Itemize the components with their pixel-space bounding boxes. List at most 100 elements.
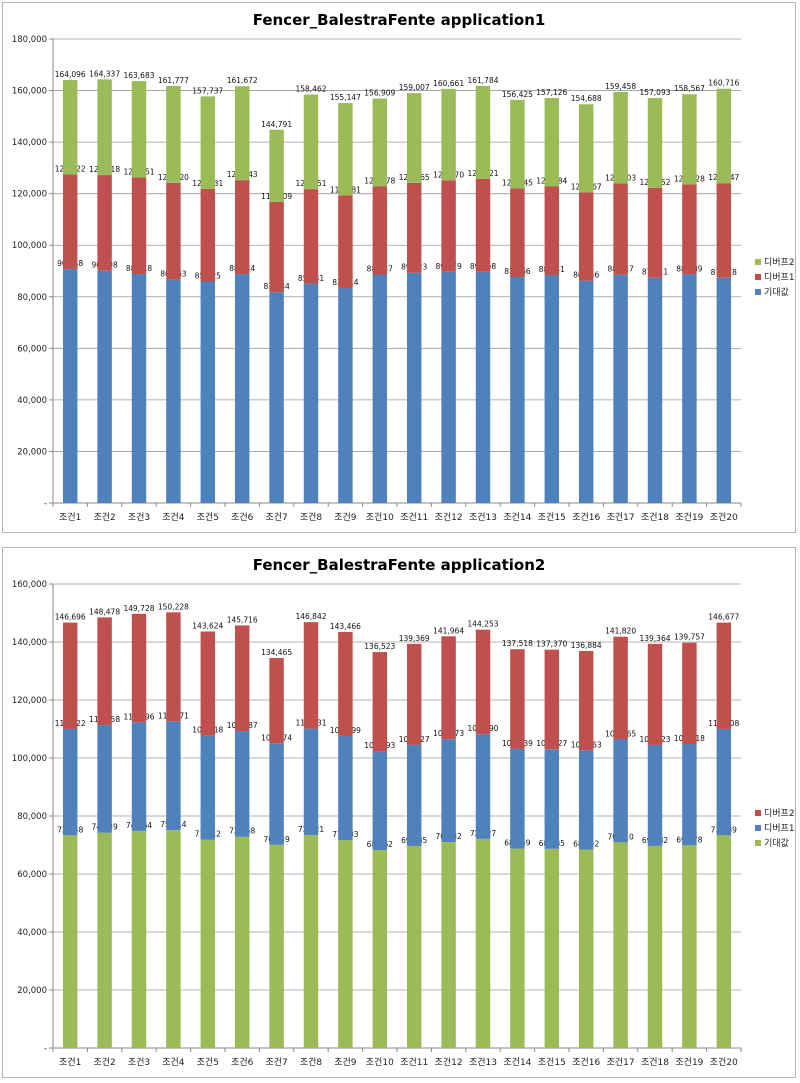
bar-segment [372,274,388,503]
legend-swatch [755,825,761,831]
bar-segment [200,839,216,1048]
bar-segment [269,743,284,845]
bar-segment [372,98,388,187]
bar-segment [544,275,560,503]
data-label: 161,777 [158,76,189,85]
bar-segment [441,636,456,740]
data-label: 158,567 [674,84,705,93]
bar-segment [200,631,216,736]
data-label: 160,716 [708,79,739,88]
y-tick-label: 120,000 [12,190,47,200]
bar-segment [338,287,353,503]
x-tick-label: 조건14 [503,512,531,523]
data-label: 155,147 [330,93,361,102]
data-label: 146,677 [708,613,739,622]
bar-segment [578,280,594,503]
x-tick-label: 조건20 [710,1057,738,1068]
bar-segment [510,848,525,1048]
bar-segment [406,744,422,846]
chart-panel-application2: Fencer_BalestraFente application2 - 20,000… [2,547,796,1078]
bar-segment [131,81,147,178]
bar-segment [716,622,732,729]
x-tick-label: 조건8 [300,1057,323,1068]
x-tick-label: 조건18 [641,512,669,523]
data-label: 134,465 [261,648,292,657]
data-label: 157,093 [639,88,670,97]
data-label: 139,369 [399,634,430,643]
bar-segment [682,845,697,1048]
bar-segment [131,613,147,723]
bar-segment [441,271,456,503]
bar-segment [200,188,216,282]
legend-swatch [755,274,761,280]
chart-title: Fencer_BalestraFente application2 [253,556,546,574]
bar-segment [510,277,525,503]
bar-segment [234,625,250,732]
data-label: 148,478 [89,607,120,616]
x-tick-label: 조건6 [231,512,254,523]
stacked-bar-chart-application1: Fencer_BalestraFente application1 - 20,000… [12,11,795,523]
bar-segment [647,643,663,745]
data-label: 144,791 [261,120,292,129]
data-label: 161,672 [227,76,258,85]
x-tick-label: 조건11 [400,512,428,523]
bar-segment [338,839,353,1048]
bar-segment [131,830,147,1048]
y-tick-label: 60,000 [17,344,47,354]
data-label: 164,096 [55,70,86,79]
data-label: 156,425 [502,90,533,99]
bar-segment [62,622,78,729]
bar-segment [166,612,181,722]
bar-segment [475,271,491,503]
bar-segment [578,651,594,751]
bar-segment [406,845,422,1048]
data-label: 158,462 [295,85,326,94]
x-tick-label: 조건2 [93,512,115,523]
y-tick-label: - [44,499,47,509]
data-label: 157,126 [536,88,567,97]
legend-label: 기대값 [764,286,789,298]
bar-segment [441,739,456,843]
bar-segment [544,186,560,276]
bar-segment [475,178,491,272]
bar-segment [372,751,388,851]
bar-segment [234,731,250,837]
x-tick-label: 조건19 [675,512,703,523]
bar-segment [97,832,112,1048]
bar-segment [234,836,250,1048]
x-tick-label: 조건7 [265,1057,287,1068]
x-tick-label: 조건4 [162,1057,185,1068]
data-label: 139,757 [674,633,705,642]
x-tick-label: 조건13 [469,512,497,523]
y-tick-label: 180,000 [12,35,47,45]
x-tick-label: 조건8 [300,512,323,523]
bar-segment [578,104,594,193]
bar-segment [682,184,697,275]
bar-segment [269,844,284,1048]
x-tick-label: 조건14 [503,1057,531,1068]
x-tick-label: 조건2 [93,1057,115,1068]
bar-segment [544,749,560,849]
bar-segment [303,622,319,729]
bar-segment [166,721,181,831]
bar-segment [234,180,250,275]
data-label: 159,458 [605,82,636,91]
bar-segment [647,845,663,1048]
data-label: 141,820 [605,627,636,636]
bar-segment [338,195,353,288]
chart-title: Fencer_BalestraFente application1 [253,11,546,29]
bar-segment [475,629,491,735]
x-tick-label: 조건12 [435,512,463,523]
bar-segment [716,183,732,278]
data-label: 160,661 [433,79,464,88]
bar-segment [234,86,250,181]
x-tick-label: 조건16 [572,1057,600,1068]
bar-segment [441,842,456,1048]
x-tick-label: 조건11 [400,1057,428,1068]
bar-segment [303,189,319,284]
x-tick-label: 조건19 [675,1057,703,1068]
bar-segment [62,79,78,175]
bar-segment [269,129,284,202]
bar-segment [303,835,319,1048]
x-tick-label: 조건16 [572,512,600,523]
